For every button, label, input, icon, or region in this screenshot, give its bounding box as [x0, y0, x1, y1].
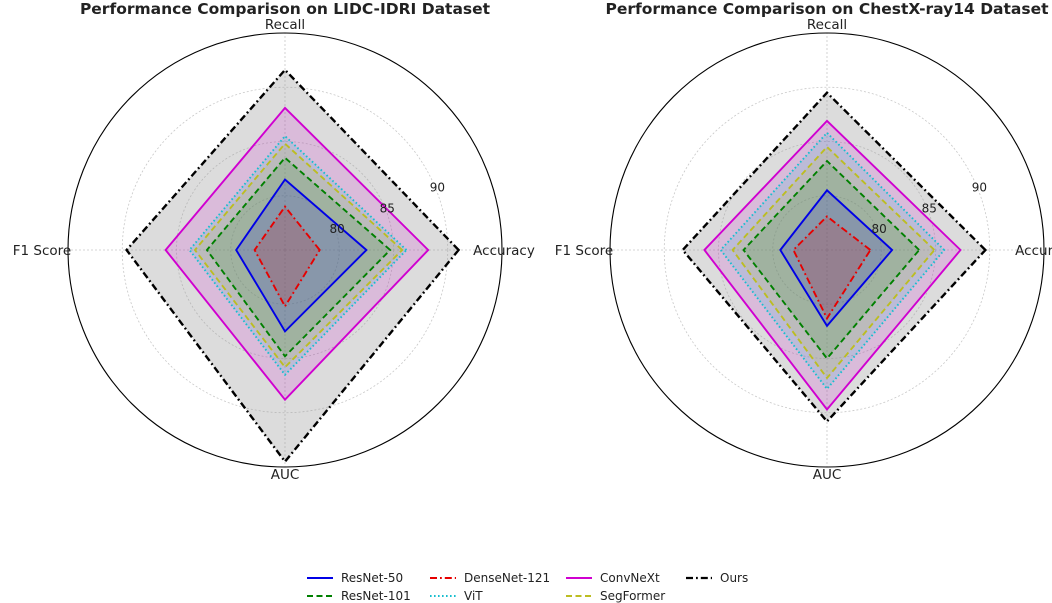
legend-label-vit: ViT	[464, 589, 483, 603]
series-fill-densenet-121	[254, 206, 320, 307]
series-fill-segformer	[194, 143, 403, 368]
chart-title: Performance Comparison on LIDC-IDRI Data…	[80, 0, 491, 18]
series-fill-densenet-121	[793, 216, 871, 319]
series-fill-resnet-101	[206, 157, 391, 357]
series-fill-convnext	[165, 107, 429, 400]
series-line-segformer	[193, 142, 404, 369]
series-line-resnet-50	[779, 188, 894, 328]
series-line-ours	[125, 68, 461, 464]
series-line-convnext	[703, 119, 962, 412]
legend-entry-convnext: ConvNeXt	[566, 571, 660, 585]
series-line-ours	[681, 90, 988, 424]
series-line-densenet-121	[792, 215, 872, 321]
legend-label-ours: Ours	[720, 571, 748, 585]
series-fill-segformer	[732, 146, 935, 378]
grid-circle-90	[663, 86, 991, 414]
radial-tick-label: 90	[972, 181, 987, 195]
grid-circle-80	[230, 195, 340, 305]
series-line-densenet-121	[253, 205, 321, 309]
legend-entry-resnet-101: ResNet-101	[307, 589, 411, 603]
series-line-resnet-101	[742, 159, 921, 361]
axis-label-f1-score: F1 Score	[13, 243, 71, 259]
series-fill-vit	[720, 132, 945, 389]
radial-tick-label: 90	[430, 181, 445, 195]
radial-tick-label: 85	[922, 201, 937, 215]
legend-label-densenet-121: DenseNet-121	[464, 571, 550, 585]
legend: ResNet-50 ResNet-101 DenseNet-121 ViT ConvNe…	[307, 571, 748, 603]
legend-entry-densenet-121: DenseNet-121	[430, 571, 550, 585]
axis-label-accuracy: Accuracy	[1015, 243, 1052, 259]
axis-label-recall: Recall	[807, 17, 847, 33]
axis-label-auc: AUC	[271, 467, 300, 483]
outer-frame	[609, 32, 1045, 468]
series-line-resnet-101	[205, 156, 392, 358]
series-fill-ours	[126, 69, 459, 462]
legend-entry-vit: ViT	[430, 589, 483, 603]
series-fill-convnext	[704, 120, 961, 410]
chart-lidc-idri: Performance Comparison on LIDC-IDRI Data…	[13, 0, 535, 483]
series-fill-resnet-50	[236, 179, 367, 332]
series-line-resnet-50	[235, 178, 368, 333]
legend-entry-resnet-50: ResNet-50	[307, 571, 403, 585]
legend-entry-ours: Ours	[686, 571, 748, 585]
axis-label-f1-score: F1 Score	[555, 243, 613, 259]
legend-label-resnet-101: ResNet-101	[341, 589, 411, 603]
axis-label-recall: Recall	[265, 17, 305, 33]
axis-label-auc: AUC	[813, 467, 842, 483]
axis-label-accuracy: Accuracy	[473, 243, 535, 259]
grid-circle-80	[772, 195, 882, 305]
radial-tick-label: 80	[329, 222, 344, 236]
legend-label-segformer: SegFormer	[600, 589, 665, 603]
series-fill-resnet-101	[743, 161, 920, 359]
legend-label-convnext: ConvNeXt	[600, 571, 660, 585]
legend-entry-segformer: SegFormer	[566, 589, 665, 603]
series-line-segformer	[731, 145, 936, 380]
series-line-convnext	[164, 106, 430, 402]
chart-title: Performance Comparison on ChestX-ray14 D…	[605, 0, 1049, 18]
radial-tick-label: 85	[380, 201, 395, 215]
grid-circle-90	[121, 86, 449, 414]
chart-chestx-ray14: Performance Comparison on ChestX-ray14 D…	[555, 0, 1052, 483]
radial-tick-label: 80	[871, 222, 886, 236]
series-fill-vit	[189, 136, 407, 375]
legend-label-resnet-50: ResNet-50	[341, 571, 403, 585]
series-fill-resnet-50	[780, 190, 893, 326]
outer-frame	[67, 32, 503, 468]
